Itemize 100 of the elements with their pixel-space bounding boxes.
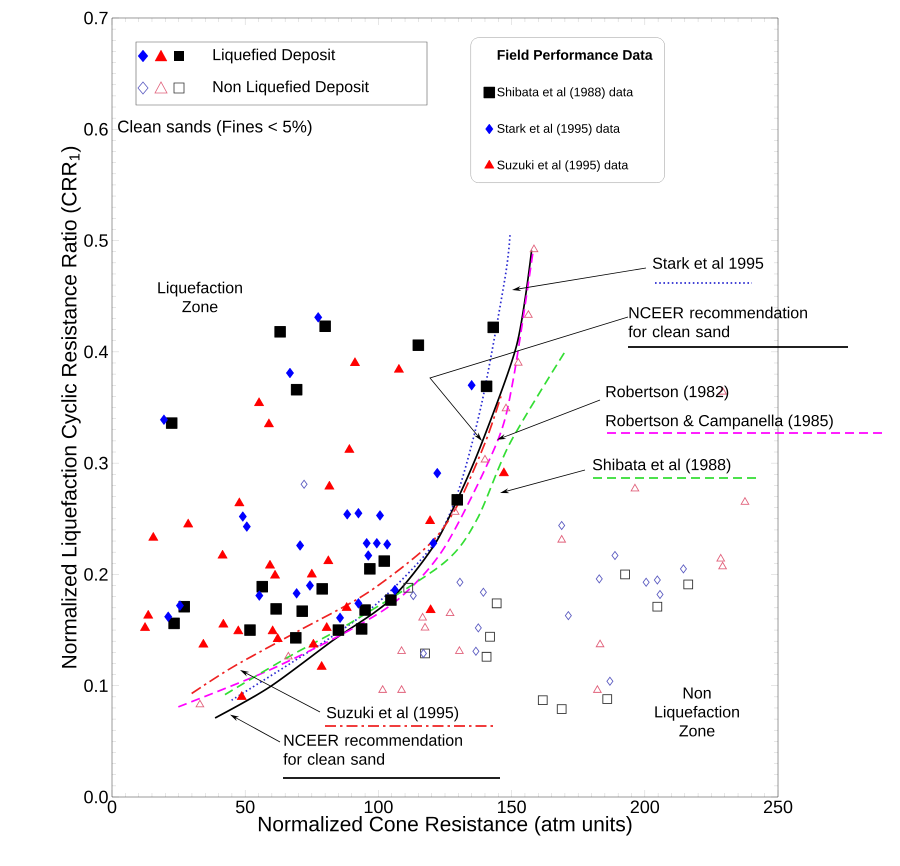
point [683, 580, 694, 590]
point [160, 414, 168, 425]
point [236, 691, 247, 700]
point [218, 550, 228, 559]
point [487, 322, 499, 334]
point [336, 612, 344, 624]
y-tick-label: 0.0 [84, 790, 108, 804]
point [290, 632, 302, 644]
point [385, 594, 397, 606]
point [364, 563, 376, 575]
point [480, 380, 492, 392]
point [234, 497, 244, 506]
point [319, 320, 331, 332]
point [596, 640, 604, 648]
point [612, 551, 618, 560]
annotation: Non Liquefied Deposit [214, 80, 369, 96]
point [296, 605, 308, 617]
point [418, 612, 427, 620]
point [254, 397, 264, 406]
point [564, 611, 572, 620]
point [654, 576, 661, 584]
point [606, 676, 614, 686]
point [680, 564, 687, 574]
point [168, 618, 180, 630]
point [164, 611, 172, 622]
point [378, 555, 390, 567]
point [656, 590, 664, 599]
point [286, 368, 294, 378]
point [596, 574, 603, 584]
point [468, 380, 476, 390]
point [198, 638, 208, 648]
point [316, 661, 327, 670]
annotation: Liquefaction Zone [158, 282, 242, 312]
point [456, 578, 464, 587]
text: Robertson & Campanella (1985) [606, 414, 833, 430]
point [480, 454, 490, 462]
x-tick-label: 100 [364, 800, 393, 814]
point [429, 538, 438, 549]
point [316, 583, 328, 595]
x-tick-label: 150 [498, 800, 526, 814]
point [538, 695, 548, 706]
point [332, 624, 344, 636]
point [426, 604, 436, 614]
point [292, 588, 301, 599]
point [652, 602, 662, 612]
point [290, 384, 302, 396]
line-series [224, 351, 566, 696]
point [176, 600, 184, 611]
y-tick-label: 0.4 [84, 346, 108, 358]
point [620, 570, 630, 580]
point [502, 404, 510, 412]
point [143, 610, 154, 619]
point [433, 468, 442, 478]
point [390, 584, 399, 596]
point [716, 554, 725, 562]
point [485, 632, 495, 642]
point [450, 507, 460, 515]
point [524, 310, 533, 318]
point [183, 518, 194, 528]
point [556, 704, 567, 714]
y-tick-label: 0.5 [84, 234, 108, 247]
point [324, 480, 334, 490]
point [306, 568, 317, 578]
point [376, 510, 384, 521]
point [218, 618, 228, 628]
point [397, 685, 406, 693]
point [412, 339, 424, 351]
point [314, 312, 322, 323]
point [166, 417, 178, 429]
point [472, 646, 480, 656]
point [480, 588, 487, 597]
annotation: Liquefied Deposit [214, 48, 336, 64]
point [383, 539, 392, 550]
annotation: Non Liquefaction Zone [655, 688, 739, 736]
x-tick-label: 250 [764, 800, 792, 814]
point [394, 364, 404, 373]
point [268, 625, 278, 634]
point [255, 590, 264, 601]
point [323, 555, 334, 564]
y-tick-label: 0.2 [84, 568, 108, 581]
point [354, 598, 362, 609]
annotation: Robertson (1982) [606, 386, 728, 400]
point [642, 578, 650, 587]
point [403, 582, 414, 593]
point [410, 591, 417, 600]
point [498, 467, 509, 476]
annotation: Clean sands (Fines < 5%) [118, 120, 312, 136]
point [306, 580, 314, 591]
point [455, 646, 464, 654]
line-series [190, 396, 502, 694]
point [344, 444, 354, 453]
point [740, 497, 750, 505]
point [482, 652, 492, 662]
point [196, 700, 204, 708]
legend-label: Shibata et al (1988) data [497, 87, 634, 99]
point [264, 560, 275, 569]
point [364, 550, 372, 561]
point [272, 633, 283, 642]
point [630, 484, 640, 492]
point [514, 358, 523, 366]
